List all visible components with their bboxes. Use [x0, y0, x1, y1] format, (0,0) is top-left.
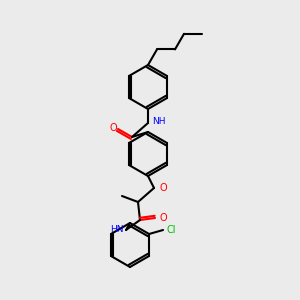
Text: HN: HN [110, 224, 124, 233]
Text: NH: NH [152, 118, 166, 127]
Text: Cl: Cl [166, 225, 176, 235]
Text: O: O [159, 183, 166, 193]
Text: O: O [109, 123, 117, 133]
Text: O: O [160, 213, 168, 223]
